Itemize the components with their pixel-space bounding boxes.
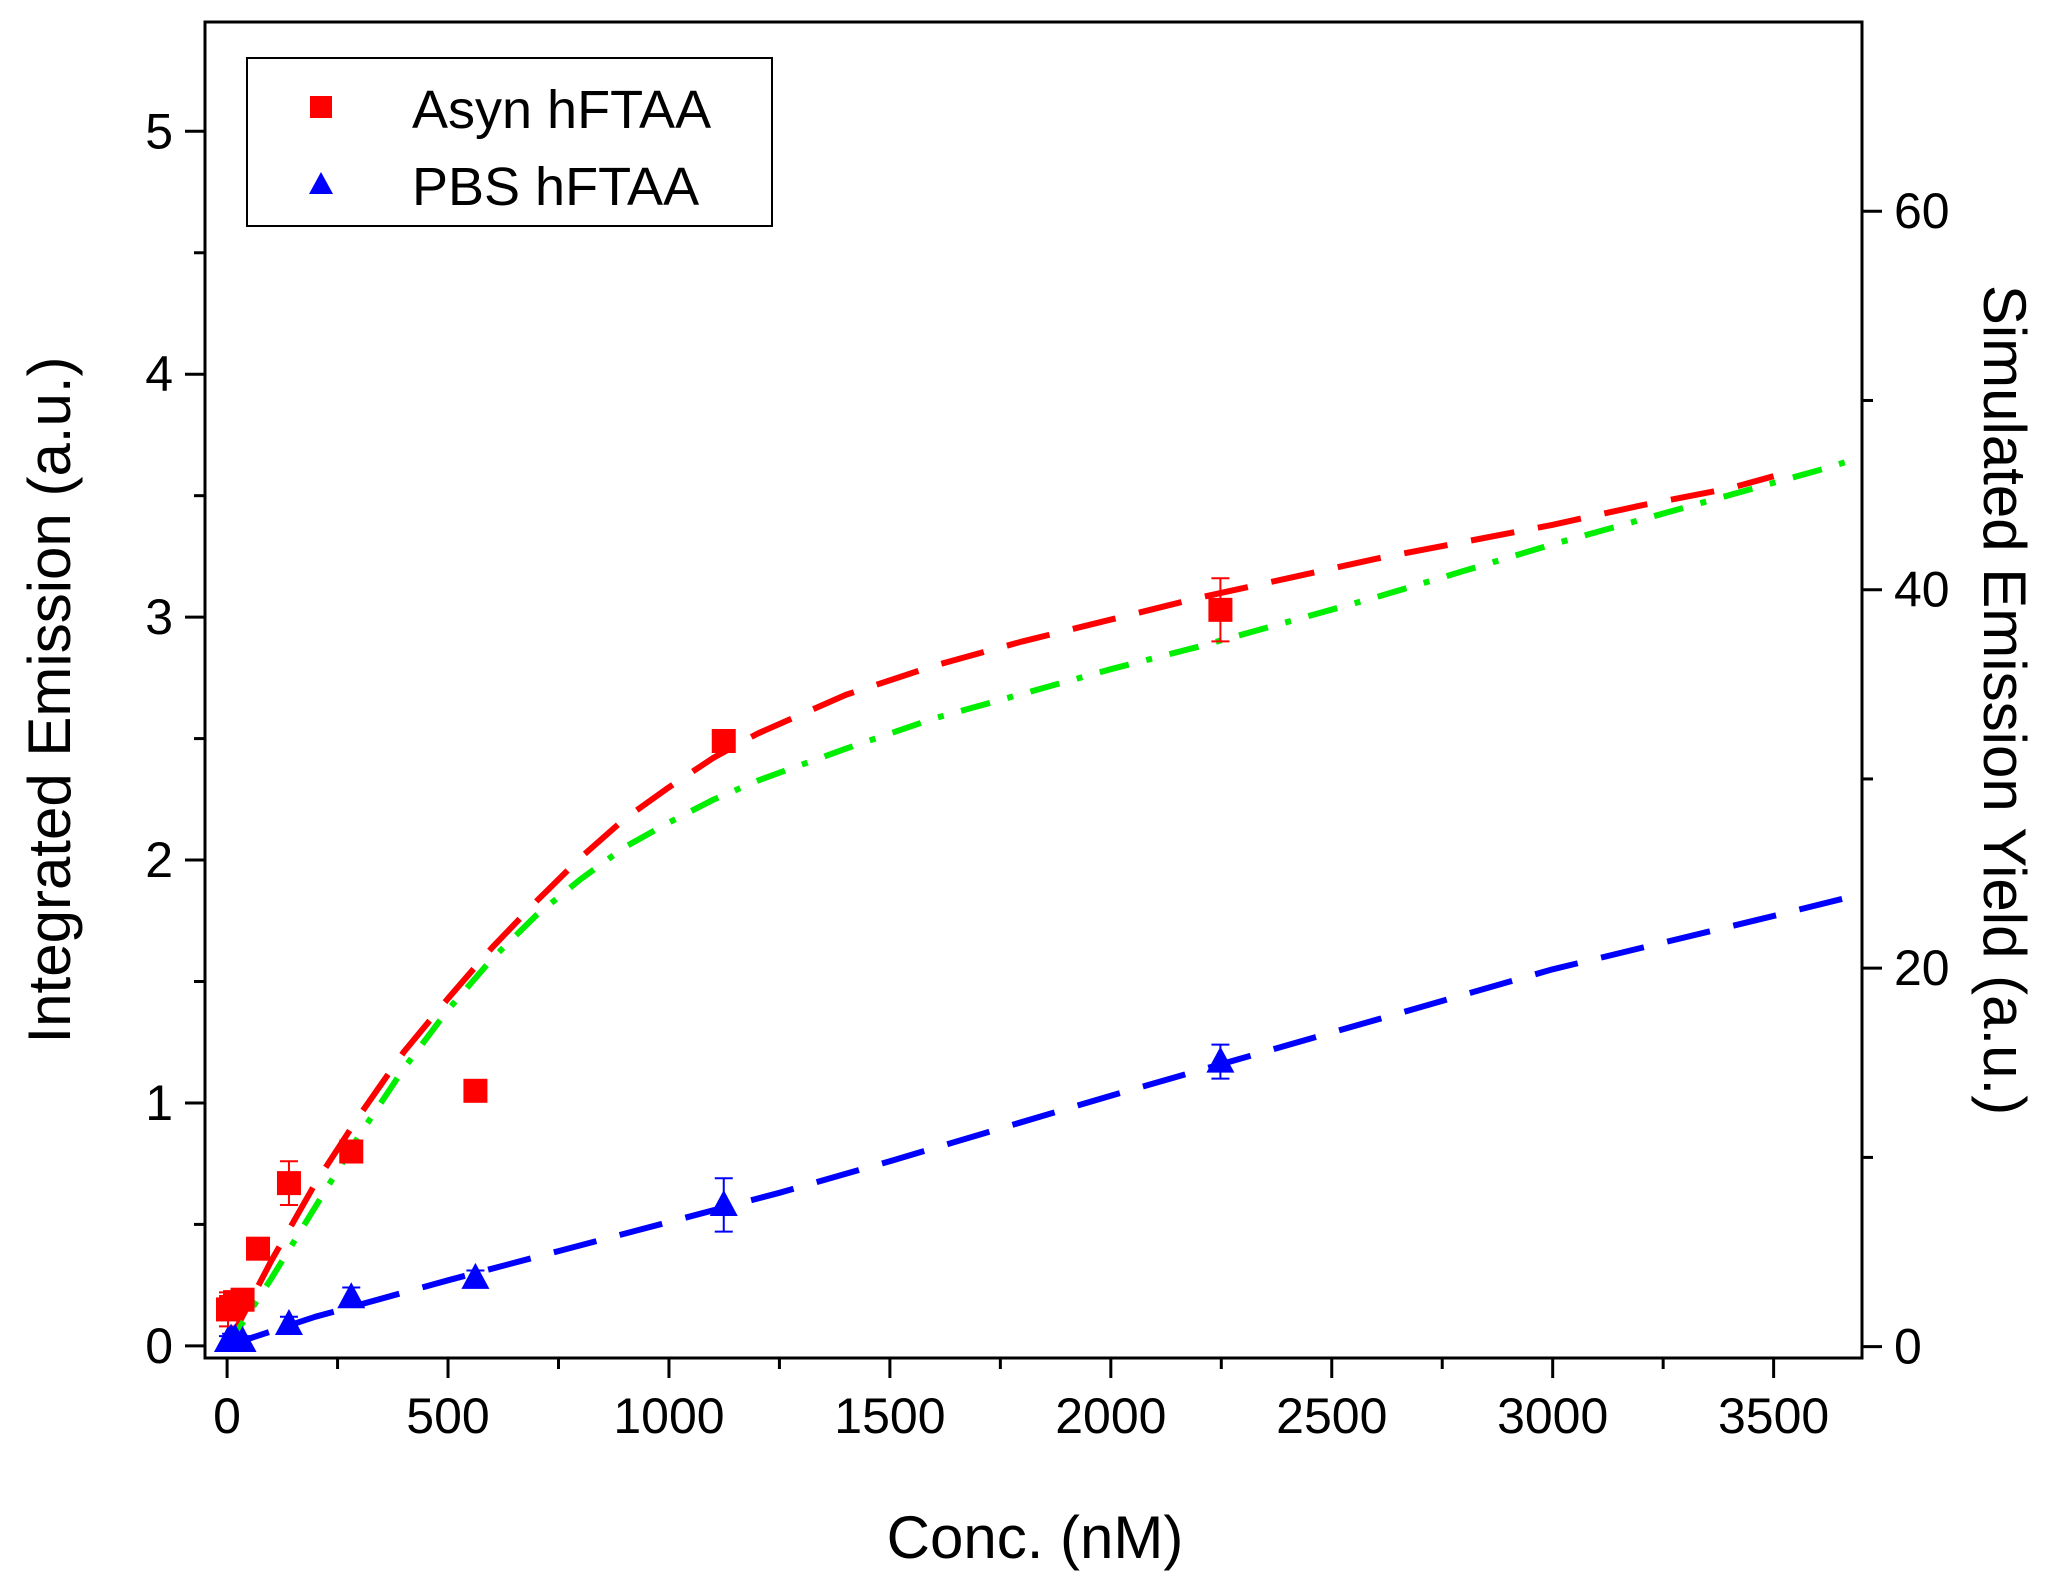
axis-ticks [185,129,1882,1378]
data-point-square [1208,597,1233,622]
legend-marker-pbs [309,172,333,194]
plot-frame [203,20,1864,1360]
y2-tick-label: 60 [1894,183,1950,239]
fit-line-0 [224,473,1775,1348]
x-tick-label: 2500 [1276,1388,1387,1444]
data-point-square [276,1171,301,1196]
x-tick-label: 3000 [1497,1388,1608,1444]
legend-label-pbs: PBS hFTAA [412,157,699,217]
y2-tick-label: 0 [1894,1319,1922,1375]
data-point-square [246,1236,271,1261]
y-tick-label: 5 [145,103,173,159]
data-point-triangle [461,1262,490,1289]
legend-marker-asyn [310,96,332,118]
y2-tick-label: 20 [1894,940,1950,996]
legend: Asyn hFTAA PBS hFTAA [246,57,773,227]
legend-frame [246,57,773,227]
y-axis-title: Integrated Emission (a.u.) [16,357,83,1044]
x-tick-label: 0 [213,1388,241,1444]
y-tick-label: 2 [145,832,173,888]
x-tick-label: 2000 [1055,1388,1166,1444]
legend-label-asyn: Asyn hFTAA [412,80,711,140]
y2-tick-label: 40 [1894,562,1950,618]
data-point-square [339,1139,364,1164]
data-point-triangle [337,1282,366,1309]
fit-lines [224,454,1863,1349]
x-tick-label: 1500 [834,1388,945,1444]
data-point-square [711,729,736,754]
x-tick-label: 500 [406,1388,489,1444]
y-tick-label: 1 [145,1075,173,1131]
y-tick-label: 3 [145,589,173,645]
x-tick-label: 1000 [613,1388,724,1444]
data-point-triangle [1206,1046,1235,1073]
y-tick-label: 0 [145,1318,173,1374]
y-tick-label: 4 [145,346,173,402]
data-point-square [230,1287,255,1312]
data-point-triangle [709,1189,738,1216]
x-tick-label: 3500 [1718,1388,1829,1444]
data-point-triangle [228,1325,257,1352]
data-point-square [463,1078,488,1103]
data-point-triangle [274,1308,303,1335]
tick-labels: 0 500 1000 1500 2000 2500 3000 3500 0 1 2 3 4 5 0 20 40 6… [145,103,1949,1444]
y2-axis-title: Simulated Emission Yield (a.u.) [1971,285,2038,1115]
fit-line-1 [224,454,1863,1349]
x-axis-title: Conc. (nM) [887,1504,1184,1571]
data-points [213,577,1235,1352]
